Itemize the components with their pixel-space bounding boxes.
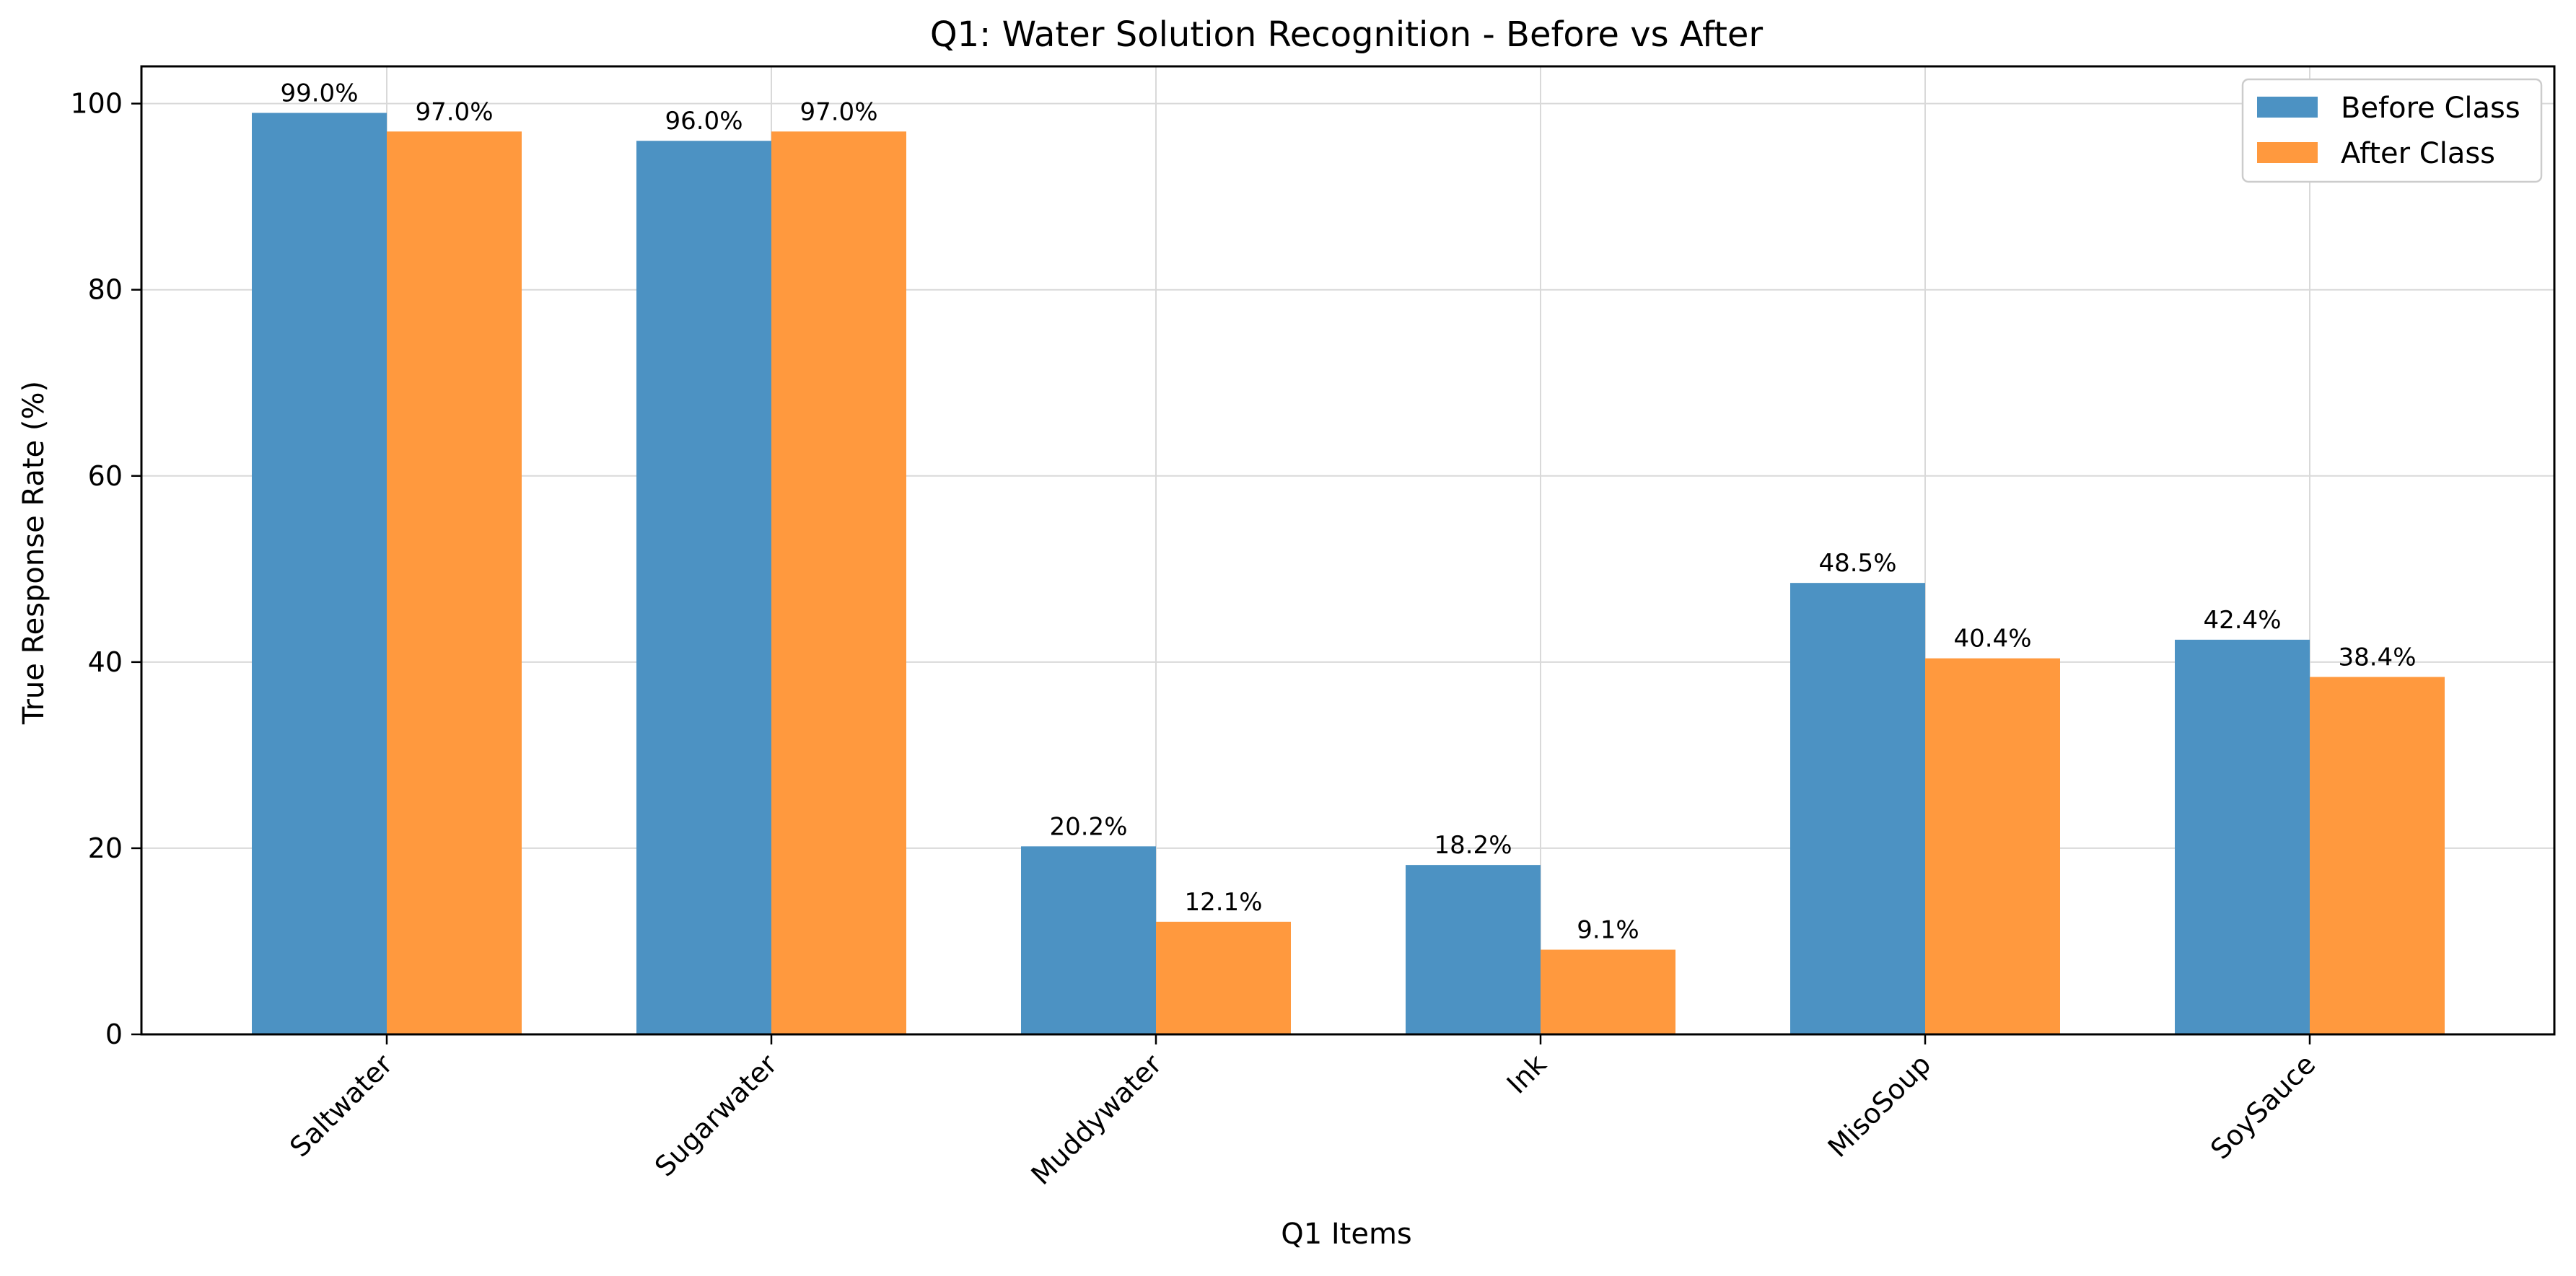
bar-before-class-muddywater [1021, 846, 1156, 1034]
y-axis-ticks: 0 20 40 60 80 100 [70, 88, 141, 1050]
y-tick-label: 0 [105, 1018, 123, 1050]
value-label-after-class-ink: 9.1% [1577, 916, 1639, 945]
value-label-after-class-misosoup: 40.4% [1953, 625, 2031, 654]
legend-swatch-before-class [2257, 97, 2318, 118]
bar-after-class-soysauce [2310, 677, 2445, 1034]
bar-before-class-saltwater [252, 113, 387, 1034]
bar-after-class-saltwater [387, 131, 522, 1035]
bar-after-class-ink [1541, 949, 1675, 1034]
value-label-before-class-ink: 18.2% [1434, 831, 1512, 860]
value-label-after-class-muddywater: 12.1% [1184, 888, 1262, 917]
legend-label-after-class: After Class [2341, 137, 2495, 170]
legend: Before Class After Class [2241, 78, 2543, 183]
value-label-before-class-misosoup: 48.5% [1818, 549, 1896, 578]
value-labels: 99.0% 96.0% 20.2% 18.2% 48.5% 42.4% 97.0% 97.0%… [280, 79, 2416, 945]
y-tick-label: 40 [88, 646, 123, 678]
bar-before-class-ink [1406, 865, 1541, 1034]
y-tick-label: 100 [70, 88, 123, 120]
legend-label-before-class: Before Class [2341, 92, 2520, 125]
value-label-after-class-soysauce: 38.4% [2338, 643, 2416, 672]
bar-before-class-sugarwater [636, 141, 771, 1035]
plot-frame [140, 65, 2556, 1036]
legend-swatch-after-class [2257, 142, 2318, 163]
y-tick-label: 20 [88, 832, 123, 864]
value-label-before-class-muddywater: 20.2% [1049, 812, 1127, 841]
y-tick-label: 80 [88, 274, 123, 306]
bar-before-class-soysauce [2175, 639, 2310, 1034]
value-label-after-class-saltwater: 97.0% [415, 97, 493, 126]
bar-after-class-misosoup [1925, 658, 2060, 1034]
value-label-before-class-saltwater: 99.0% [280, 79, 358, 108]
axes [140, 65, 2556, 1036]
value-label-after-class-sugarwater: 97.0% [799, 97, 877, 126]
value-label-before-class-sugarwater: 96.0% [665, 107, 742, 136]
bar-after-class-sugarwater [771, 131, 906, 1035]
y-tick-label: 60 [88, 460, 123, 492]
bar-after-class-muddywater [1156, 921, 1291, 1034]
bar-before-class-misosoup [1790, 583, 1925, 1034]
chart-title: Q1: Water Solution Recognition - Before … [930, 14, 1764, 55]
y-axis-label: True Response Rate (%) [17, 381, 51, 725]
value-label-before-class-soysauce: 42.4% [2203, 606, 2281, 635]
bars [252, 113, 2445, 1035]
x-axis-label: Q1 Items [1281, 1218, 1412, 1251]
